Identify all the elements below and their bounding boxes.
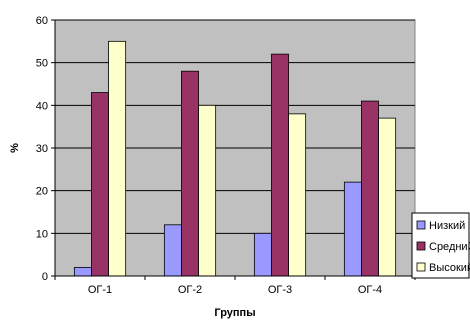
legend-swatch [417,221,425,229]
legend-label: Низкий [429,220,465,232]
y-axis-title: % [9,143,21,153]
x-tick-label: ОГ-2 [178,284,202,296]
bar-Низкий-ОГ-4 [344,182,361,276]
legend-label: Средний [429,241,470,253]
bar-Высокий-ОГ-4 [379,118,396,276]
legend-swatch [417,263,425,271]
x-tick-label: ОГ-3 [268,284,292,296]
y-tick-label: 0 [42,271,48,283]
x-axis-title: Группы [214,307,255,319]
y-tick-label: 10 [36,228,48,240]
y-tick-label: 20 [36,186,48,198]
y-tick-label: 40 [36,100,48,112]
legend-swatch [417,242,425,250]
bar-Средний-ОГ-3 [271,54,288,276]
bar-Средний-ОГ-4 [361,101,378,276]
y-tick-label: 60 [36,15,48,27]
bar-Низкий-ОГ-3 [254,233,271,276]
x-tick-label: ОГ-4 [358,284,382,296]
bar-Низкий-ОГ-1 [74,267,91,276]
x-tick-label: ОГ-1 [88,284,112,296]
y-tick-label: 30 [36,143,48,155]
bar-Низкий-ОГ-2 [164,225,181,276]
y-tick-label: 50 [36,58,48,70]
legend: Низкий Средний Высокий [412,213,470,278]
bar-Высокий-ОГ-2 [199,105,216,276]
bar-Средний-ОГ-1 [91,93,108,276]
legend-label: Высокий [429,262,470,274]
bar-Высокий-ОГ-1 [109,41,126,276]
bar-Высокий-ОГ-3 [289,114,306,276]
bar-Средний-ОГ-2 [181,71,198,276]
